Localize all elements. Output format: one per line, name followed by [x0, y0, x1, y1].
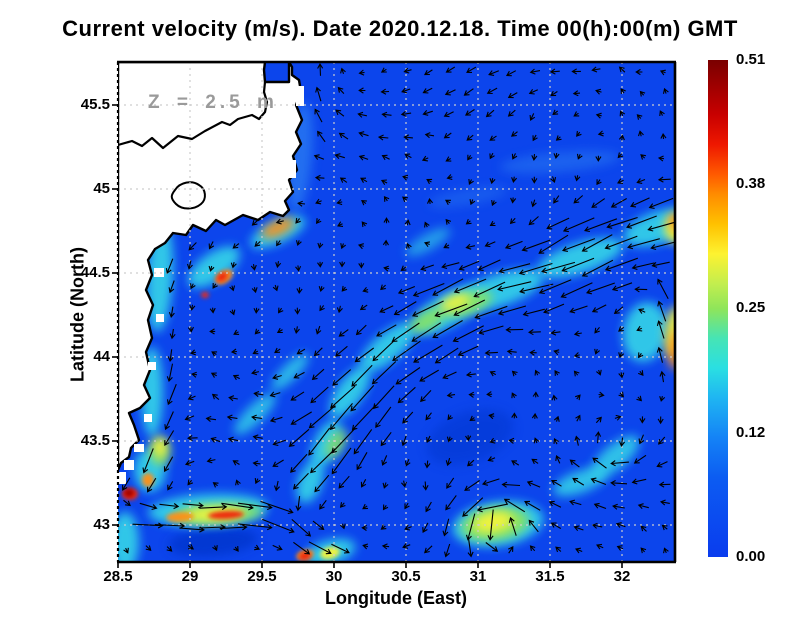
no-data-cell	[288, 160, 296, 178]
y-tick-label: 45.5	[80, 96, 110, 113]
velocity-map-svg	[112, 60, 677, 568]
x-tick-label: 31.5	[535, 568, 565, 585]
y-tick-label: 44.5	[80, 264, 110, 281]
colorbar-tick-label: 0.25	[736, 299, 766, 316]
colorbar-tick-label: 0.12	[736, 424, 766, 441]
x-tick-label: 29	[181, 568, 199, 585]
x-tick-label: 30.5	[391, 568, 421, 585]
no-data-cell	[118, 472, 126, 484]
land-polygon	[118, 62, 304, 472]
no-data-cell	[144, 414, 152, 422]
depth-annotation: Z = 2.5 m	[148, 92, 278, 113]
no-data-cell	[296, 86, 304, 106]
no-data-cell	[156, 314, 164, 322]
y-tick-label: 44	[93, 348, 110, 365]
colorbar-tick-label: 0.38	[736, 175, 766, 192]
colorbar-tick-label: 0.00	[736, 548, 766, 565]
x-axis-label: Longitude (East)	[325, 588, 467, 608]
y-tick-label: 43	[93, 516, 110, 533]
chart-title: Current velocity (m/s). Date 2020.12.18.…	[62, 16, 738, 41]
x-tick-label: 29.5	[247, 568, 277, 585]
no-data-cell	[124, 460, 134, 470]
colorbar-tick-label: 0.51	[736, 51, 766, 68]
y-tick-label: 43.5	[80, 432, 110, 449]
plot-border	[112, 60, 677, 568]
no-data-cell	[154, 268, 164, 277]
x-tick-label: 32	[613, 568, 631, 585]
x-tick-label: 28.5	[103, 568, 133, 585]
map-layers	[118, 62, 675, 562]
y-tick-label: 45	[93, 180, 110, 197]
x-tick-label: 31	[469, 568, 487, 585]
current-vectors	[122, 63, 675, 558]
colorbar	[708, 60, 728, 557]
y-axis-label: Latitude (North)	[67, 247, 88, 382]
no-data-cell	[134, 444, 144, 452]
map-plot	[112, 60, 677, 568]
x-tick-label: 30	[325, 568, 343, 585]
river-line	[118, 81, 269, 150]
no-data-cell	[148, 362, 156, 370]
